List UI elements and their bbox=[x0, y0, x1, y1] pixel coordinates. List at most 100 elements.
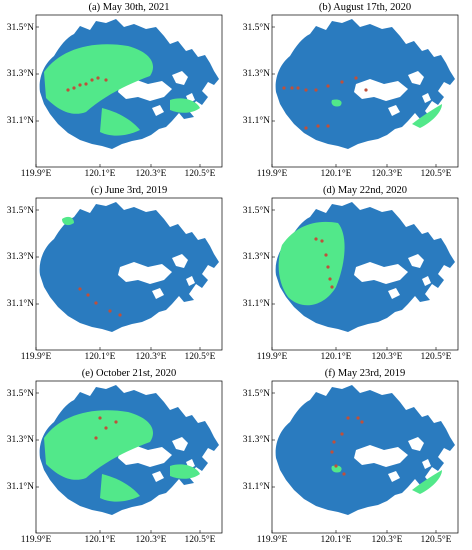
sample-point bbox=[304, 88, 308, 92]
y-tick-label: 31.1°N bbox=[6, 116, 34, 126]
x-tick-label: 120.5°E bbox=[420, 169, 452, 179]
sample-point bbox=[314, 237, 318, 241]
map-panel-a: (a) May 30th, 2021 31.5°N 31.3°N 31.1°N … bbox=[0, 0, 236, 183]
algae-bloom bbox=[100, 474, 140, 502]
sample-point bbox=[94, 301, 98, 305]
y-tick-label: 31.5°N bbox=[242, 23, 270, 33]
x-tick-label: 120.3°E bbox=[135, 169, 167, 179]
x-tick-label: 120.1°E bbox=[84, 535, 116, 545]
tick-marks bbox=[271, 392, 437, 533]
algae-bloom bbox=[278, 221, 345, 306]
x-tick-label: 120.5°E bbox=[184, 535, 216, 545]
tick-marks bbox=[35, 26, 201, 167]
x-tick-label: 120.1°E bbox=[320, 352, 352, 362]
sample-point bbox=[346, 416, 350, 420]
lake-map bbox=[271, 14, 459, 168]
sample-point bbox=[324, 253, 328, 257]
tick-marks bbox=[35, 209, 201, 350]
sample-point bbox=[334, 464, 338, 468]
sample-points bbox=[282, 76, 368, 130]
island bbox=[388, 471, 400, 482]
x-tick-label: 119.9°E bbox=[20, 169, 52, 179]
sample-point bbox=[342, 472, 346, 476]
island bbox=[354, 445, 408, 467]
sample-point bbox=[314, 88, 318, 92]
y-tick-label: 31.3°N bbox=[242, 252, 270, 262]
sample-point bbox=[326, 124, 330, 128]
tick-marks bbox=[35, 392, 201, 533]
sample-points bbox=[94, 416, 118, 440]
tick-marks bbox=[271, 209, 437, 350]
algae-bloom bbox=[170, 464, 200, 479]
sample-point bbox=[328, 277, 332, 281]
sample-point bbox=[340, 432, 344, 436]
x-tick-label: 120.3°E bbox=[371, 169, 403, 179]
sample-point bbox=[326, 84, 330, 88]
sample-point bbox=[72, 86, 76, 90]
y-tick-label: 31.3°N bbox=[6, 435, 34, 445]
algae-bloom bbox=[170, 98, 200, 113]
y-tick-label: 31.5°N bbox=[6, 206, 34, 216]
y-tick-label: 31.3°N bbox=[6, 252, 34, 262]
island bbox=[388, 105, 400, 116]
y-tick-label: 31.1°N bbox=[242, 299, 270, 309]
map-panel-c: (c) June 3rd, 2019 31.5°N 31.3°N 31.1°N … bbox=[0, 183, 236, 366]
island bbox=[152, 288, 164, 299]
sample-point bbox=[340, 80, 344, 84]
y-tick-label: 31.1°N bbox=[242, 116, 270, 126]
sample-point bbox=[304, 126, 308, 130]
lake-map bbox=[35, 380, 223, 534]
x-tick-label: 120.5°E bbox=[184, 352, 216, 362]
sample-point bbox=[78, 287, 82, 291]
algae-layer bbox=[331, 99, 442, 128]
map-panel-b: (b) August 17th, 2020 31.5°N 31.3°N 31.1… bbox=[236, 0, 472, 183]
sample-point bbox=[98, 416, 102, 420]
x-tick-label: 120.5°E bbox=[184, 169, 216, 179]
sample-points bbox=[330, 416, 364, 476]
sample-point bbox=[290, 86, 294, 90]
y-tick-label: 31.3°N bbox=[242, 435, 270, 445]
island bbox=[118, 445, 172, 467]
sample-point bbox=[330, 285, 334, 289]
y-tick-label: 31.5°N bbox=[6, 23, 34, 33]
sample-point bbox=[320, 239, 324, 243]
sample-point bbox=[332, 440, 336, 444]
algae-bloom bbox=[331, 99, 342, 107]
x-tick-label: 119.9°E bbox=[20, 352, 52, 362]
x-tick-label: 120.1°E bbox=[320, 535, 352, 545]
panel-title: (a) May 30th, 2021 bbox=[88, 2, 170, 13]
island bbox=[422, 459, 431, 469]
y-tick-label: 31.3°N bbox=[242, 69, 270, 79]
island bbox=[422, 93, 431, 103]
y-tick-label: 31.5°N bbox=[242, 206, 270, 216]
x-tick-label: 120.5°E bbox=[420, 352, 452, 362]
algae-bloom bbox=[331, 465, 342, 473]
island bbox=[408, 437, 424, 451]
x-tick-label: 119.9°E bbox=[256, 352, 288, 362]
sample-point bbox=[296, 86, 300, 90]
lake-map bbox=[271, 197, 459, 351]
island bbox=[422, 276, 431, 286]
x-tick-label: 120.1°E bbox=[320, 169, 352, 179]
panel-title: (b) August 17th, 2020 bbox=[318, 2, 412, 13]
sample-point bbox=[356, 416, 360, 420]
x-tick-label: 119.9°E bbox=[20, 535, 52, 545]
algae-layer bbox=[62, 216, 74, 226]
island bbox=[408, 71, 424, 85]
island bbox=[118, 262, 172, 284]
x-tick-label: 119.9°E bbox=[256, 535, 288, 545]
island bbox=[354, 79, 408, 101]
panel-title: (e) October 21st, 2020 bbox=[81, 368, 177, 379]
island bbox=[408, 254, 424, 268]
algae-bloom bbox=[412, 104, 442, 128]
sample-point bbox=[114, 420, 118, 424]
y-tick-label: 31.1°N bbox=[242, 482, 270, 492]
y-tick-label: 31.1°N bbox=[6, 299, 34, 309]
sample-point bbox=[330, 450, 334, 454]
x-tick-label: 120.3°E bbox=[135, 535, 167, 545]
lake-map bbox=[271, 380, 459, 534]
y-tick-label: 31.1°N bbox=[6, 482, 34, 492]
island bbox=[172, 254, 188, 268]
lake-map bbox=[35, 14, 223, 168]
sample-point bbox=[90, 78, 94, 82]
